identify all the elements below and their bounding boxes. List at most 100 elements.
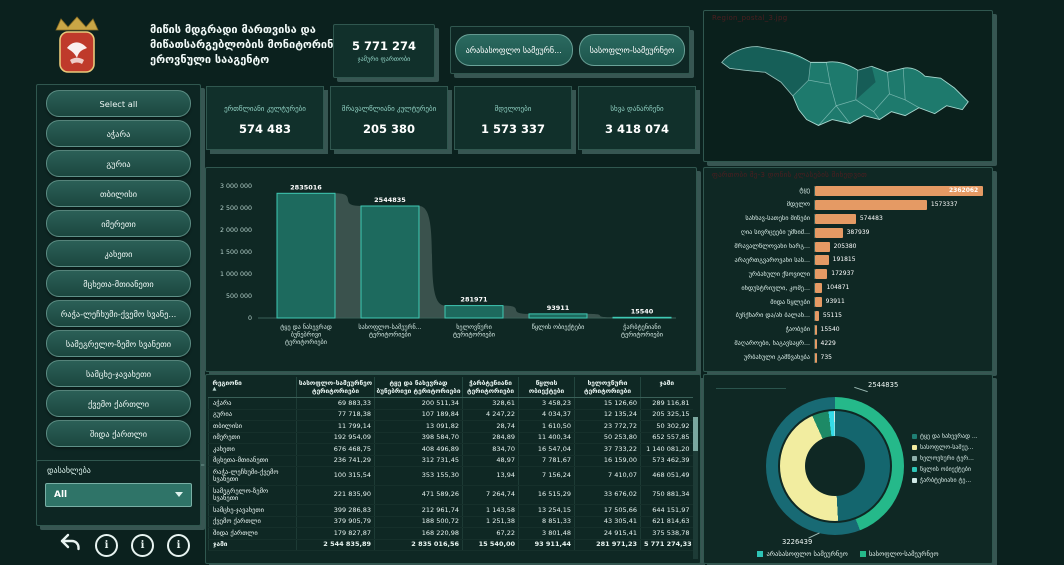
table-row[interactable]: მცხეთა-მთიანეთი 236 741,29 312 731,45 48,97…: [208, 455, 693, 467]
bar[interactable]: [815, 199, 927, 210]
hbar-track: 93911: [814, 297, 986, 308]
legend-item[interactable]: არასასოფლო სამეურნეო: [757, 550, 848, 558]
region-filter-button[interactable]: რაჭა-ლეჩხუმი-ქვემო სვანე...: [46, 300, 191, 327]
value-cell: 379 905,79: [296, 516, 375, 528]
bar[interactable]: [815, 283, 823, 294]
settlement-dropdown-label: დასახლება: [47, 466, 91, 475]
bar[interactable]: [815, 324, 817, 335]
bar[interactable]: [815, 310, 819, 321]
value-cell: 312 731,45: [374, 455, 463, 467]
value-cell: 77 718,38: [296, 409, 375, 421]
value-cell: 375 538,78: [640, 527, 693, 540]
value-cell: 16 515,29: [518, 485, 575, 505]
value-cell: 7 781,67: [518, 455, 575, 467]
table-row[interactable]: ქვემო ქართლი 379 905,79 188 500,72 1 251,38…: [208, 516, 693, 528]
region-filter-button[interactable]: კახეთი: [46, 240, 191, 267]
table-header[interactable]: რეგიონი ▲ სასოფლო-სამეურნეო ტერიტორიები ტყე…: [208, 377, 693, 398]
column-header[interactable]: ჯამი: [640, 377, 693, 398]
bar[interactable]: [360, 205, 420, 319]
column-header-region[interactable]: რეგიონი ▲: [208, 377, 297, 398]
bar[interactable]: [815, 352, 817, 363]
column-header[interactable]: ჭარბტენიანი ტერიტორიები: [462, 377, 519, 398]
hbar-track: 574483: [814, 213, 986, 224]
bar[interactable]: [815, 255, 829, 266]
region-cell: თბილისი: [208, 420, 297, 433]
bar[interactable]: [815, 297, 822, 308]
hbar-category-label: ჭაობები: [785, 326, 810, 334]
legend-item[interactable]: სასოფლო-სამეურნეო: [859, 550, 939, 558]
legend-color-dot: [912, 445, 917, 450]
kpi-card: მრავალწლიანი კულტურები 205 380: [330, 86, 448, 150]
region-filter-button[interactable]: აჭარა: [46, 120, 191, 147]
region-summary-table-panel: რეგიონი ▲ სასოფლო-სამეურნეო ტერიტორიები ტყე…: [205, 374, 701, 564]
hbar-category-label: მრავალწლოვანი ნარგ...: [734, 243, 810, 250]
region-filter-button[interactable]: იმერეთი: [46, 210, 191, 237]
table-row[interactable]: სამცხე-ჯავახეთი 399 286,83 212 961,74 1 143…: [208, 504, 693, 517]
legend-color-dot: [912, 434, 917, 439]
legend-item[interactable]: ტყე და ნახევრად ...: [912, 433, 988, 440]
value-cell: 205 325,15: [640, 409, 693, 421]
value-cell: 7 410,07: [574, 466, 641, 486]
table-row[interactable]: რაჭა-ლეჩხუმი-ქვემო სვანეთი 100 315,54 353 …: [208, 466, 693, 486]
table-row[interactable]: იმერეთი 192 954,09 398 584,70 284,89 11 400,…: [208, 432, 693, 444]
bar[interactable]: [276, 192, 336, 319]
bar[interactable]: [444, 305, 504, 319]
agricultural-filter-button[interactable]: სასოფლო-სამეურნეო: [578, 34, 686, 66]
legend-label: ხელოვნური ტერ...: [920, 455, 974, 462]
georgia-coat-of-arms-logo: [55, 16, 99, 73]
settlement-dropdown[interactable]: All: [45, 483, 192, 507]
bar-value-label: 4229: [820, 339, 836, 347]
region-filter-button[interactable]: სამეგრელო-ზემო სვანეთი: [46, 330, 191, 357]
scrollbar-thumb[interactable]: [693, 417, 698, 451]
column-header[interactable]: ტყე და ნახევრად ბუნებრივი ტერიტორიები: [374, 377, 463, 398]
legend-item[interactable]: ჭარბტენიანი ტე...: [912, 477, 988, 484]
table-scrollbar[interactable]: [693, 417, 698, 559]
table-row[interactable]: სამეგრელო-ზემო სვანეთი 221 835,90 471 589,…: [208, 485, 693, 505]
hbar-category-label: მაღაროები, ნაგავსაყრ...: [734, 340, 810, 348]
bar[interactable]: [815, 227, 843, 238]
georgia-outline: [721, 46, 969, 126]
bar[interactable]: [815, 269, 828, 280]
undo-icon[interactable]: [58, 532, 82, 558]
region-filter-button[interactable]: თბილისი: [46, 180, 191, 207]
column-header[interactable]: წყლის ობიექტები: [518, 377, 575, 398]
georgia-regions-map[interactable]: [708, 19, 988, 157]
hbar-row: ტყე 2362062: [710, 184, 986, 198]
column-header[interactable]: ხელოვნური ტერიტორიები: [574, 377, 641, 398]
table-row[interactable]: შიდა ქართლი 179 827,87 168 220,98 67,22 3 80…: [208, 527, 693, 540]
region-filter-button[interactable]: გურია: [46, 150, 191, 177]
table-row[interactable]: გურია 77 718,38 107 189,84 4 247,22 4 034,37…: [208, 409, 693, 421]
nonagricultural-filter-button[interactable]: არასასოფლო სამეურნ...: [454, 34, 573, 66]
legend-item[interactable]: წყლის ობიექტები: [912, 466, 988, 473]
bar[interactable]: [815, 241, 830, 252]
bar[interactable]: [612, 316, 672, 319]
bar[interactable]: [528, 313, 588, 319]
region-filter-button[interactable]: მცხეთა-მთიანეთი: [46, 270, 191, 297]
info-icon[interactable]: i: [95, 533, 118, 557]
table-row[interactable]: აჭარა 69 883,33 200 511,34 328,61 3 458,23 15…: [208, 397, 693, 410]
legend-item[interactable]: სასოფლო-სამეუ...: [912, 444, 988, 451]
table-row[interactable]: კახეთი 676 468,75 408 496,89 834,70 16 547,0…: [208, 443, 693, 456]
agri-donut-chart[interactable]: [766, 397, 904, 535]
value-cell: 100 315,54: [296, 466, 375, 486]
bar[interactable]: [815, 185, 983, 196]
info-icon[interactable]: i: [131, 533, 154, 557]
table-row[interactable]: თბილისი 11 799,14 13 091,82 28,74 1 610,50 23…: [208, 420, 693, 433]
value-cell: 188 500,72: [374, 516, 463, 528]
value-cell: 328,61: [462, 397, 519, 410]
value-cell: 4 034,37: [518, 409, 575, 421]
table-total-row[interactable]: ჯამი 2 544 835,89 2 835 016,56 15 540,00 93 …: [208, 538, 693, 551]
region-filter-button[interactable]: სამცხე-ჯავახეთი: [46, 360, 191, 387]
legend-item[interactable]: ხელოვნური ტერ...: [912, 455, 988, 462]
value-cell: 1 143,58: [462, 504, 519, 517]
region-filter-button[interactable]: ქვემო ქართლი: [46, 390, 191, 417]
bar-value-label: 93911: [547, 304, 570, 312]
kpi-value: 205 380: [362, 122, 415, 136]
bar[interactable]: [815, 213, 856, 224]
info-icon[interactable]: i: [167, 533, 190, 557]
value-cell: 3 801,48: [518, 527, 575, 540]
region-filter-button[interactable]: შიდა ქართლი: [46, 420, 191, 447]
column-header[interactable]: სასოფლო-სამეურნეო ტერიტორიები: [296, 377, 375, 398]
select-all-button[interactable]: Select all: [46, 90, 191, 117]
bar[interactable]: [815, 338, 817, 349]
